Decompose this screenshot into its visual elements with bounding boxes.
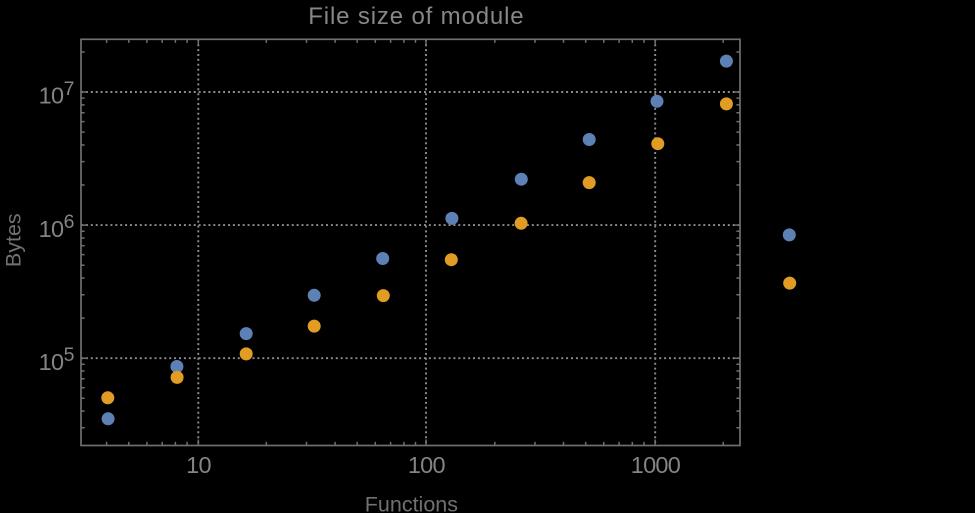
svg-text:10: 10 [39,83,64,109]
svg-text:6: 6 [64,211,75,233]
svg-text:Bytes: Bytes [2,213,26,267]
svg-text:10: 10 [39,216,64,242]
svg-text:1000: 1000 [631,452,681,478]
svg-text:File size of module: File size of module [308,3,524,30]
svg-text:10: 10 [39,349,64,375]
svg-text:5: 5 [64,344,75,366]
svg-text:10: 10 [186,452,211,478]
svg-text:7: 7 [64,78,75,100]
svg-text:100: 100 [408,452,446,478]
svg-text:Functions: Functions [365,493,458,513]
